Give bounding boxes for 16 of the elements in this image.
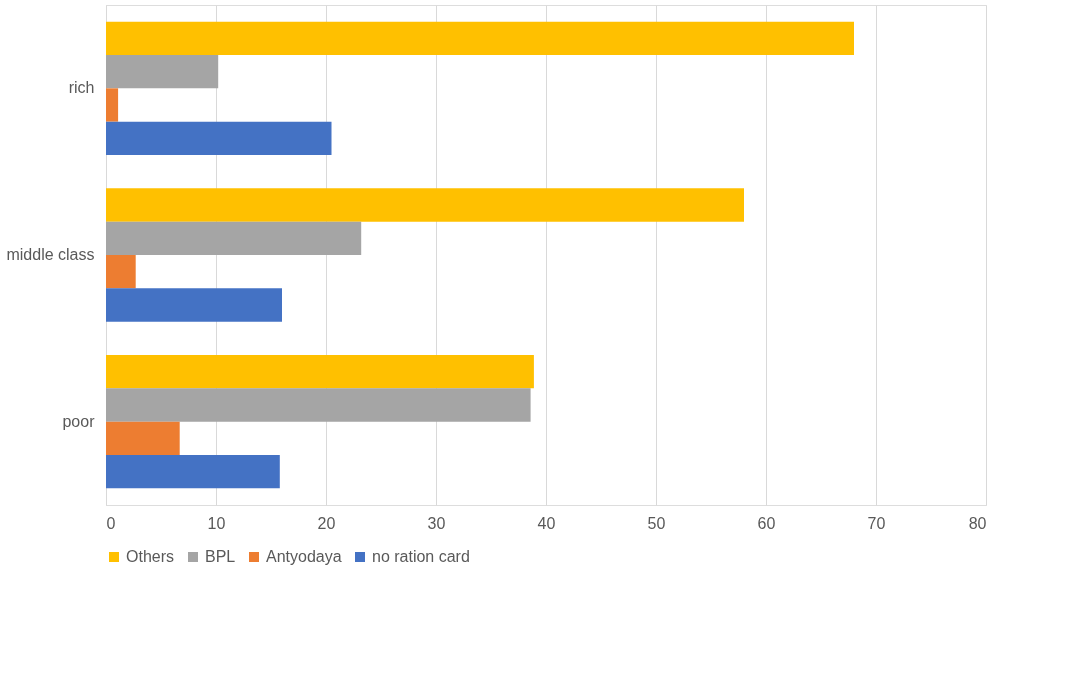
y-tick-label: poor (62, 412, 96, 430)
y-tick-label: middle class (6, 246, 95, 263)
x-tick-label: 70 (867, 514, 886, 532)
x-tick-label: 40 (537, 514, 556, 532)
legend-label: Antyodaya (266, 548, 342, 565)
x-tick-label: 30 (427, 514, 446, 532)
legend-label: Others (126, 548, 175, 565)
x-tick-label: 50 (647, 514, 666, 532)
x-tick-label: 60 (757, 514, 776, 532)
x-tick-label: 10 (207, 514, 226, 532)
x-tick-label: 0 (106, 514, 116, 532)
x-tick-label: 80 (968, 514, 987, 532)
x-tick-label: 20 (317, 514, 336, 532)
legend-label: no ration card (372, 548, 470, 565)
y-tick-label: rich (68, 79, 95, 97)
legend-label: BPL (205, 548, 236, 565)
